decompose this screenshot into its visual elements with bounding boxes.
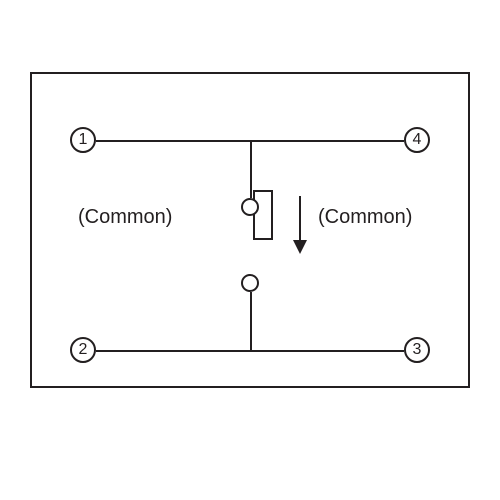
schematic-stage: 1 4 2 3 (Common) (Common) — [0, 0, 500, 500]
pin-1-circle: 1 — [70, 127, 96, 153]
pin-2-circle: 2 — [70, 337, 96, 363]
contact-upper-circle — [241, 198, 259, 216]
contact-lower-circle — [241, 274, 259, 292]
pin-3-circle: 3 — [404, 337, 430, 363]
label-common-right: (Common) — [318, 206, 412, 229]
label-common-left: (Common) — [78, 206, 172, 229]
stem-bottom-line — [250, 292, 252, 350]
bottom-rail-line — [96, 350, 404, 352]
down-arrow-icon — [293, 196, 307, 260]
pin-1-label: 1 — [79, 132, 88, 148]
pin-2-label: 2 — [79, 342, 88, 358]
pin-4-label: 4 — [413, 132, 422, 148]
pin-3-label: 3 — [413, 342, 422, 358]
stem-top-line — [250, 140, 252, 198]
pin-4-circle: 4 — [404, 127, 430, 153]
plunger-rect — [253, 190, 273, 240]
